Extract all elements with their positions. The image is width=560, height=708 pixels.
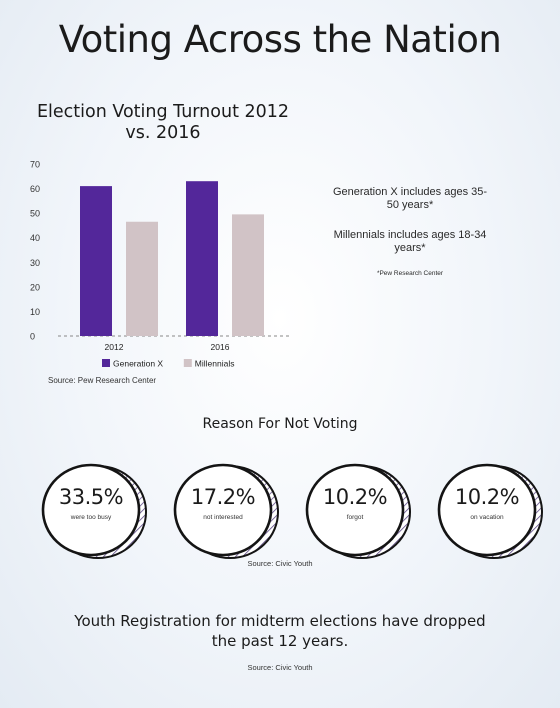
reason-circle: 17.2% not interested: [173, 463, 281, 561]
youth-registration-text: Youth Registration for midterm elections…: [74, 612, 486, 650]
legend-swatch: [183, 359, 192, 367]
bar-2012-millennials: [126, 221, 158, 336]
y-tick-label: 0: [30, 332, 35, 342]
y-tick-label: 30: [30, 258, 40, 268]
legend-swatch: [102, 359, 110, 367]
reasons-title: Reason For Not Voting: [202, 416, 358, 432]
reason-circle: 10.2% on vacation: [437, 463, 545, 561]
reason-label: forgot: [346, 514, 364, 521]
bar-2016-millennials: [232, 214, 264, 336]
reason-value: 33.5%: [58, 485, 124, 509]
reason-value: 10.2%: [454, 485, 520, 509]
legend-label: Millennials: [195, 359, 235, 369]
x-tick-label: 2012: [105, 342, 124, 352]
y-tick-label: 10: [30, 307, 40, 317]
chart-title: Election Voting Turnout 2012 vs. 2016: [36, 102, 290, 143]
bar-2016-generation-x: [186, 181, 218, 336]
reason-label: on vacation: [470, 514, 504, 521]
y-tick-label: 50: [30, 209, 40, 219]
x-tick-label: 2016: [211, 342, 230, 352]
reason-circle: 10.2% forgot: [305, 463, 413, 561]
page-title: Voting Across the Nation: [58, 18, 502, 61]
genx-note: Generation X includes ages 35-50 years*: [332, 186, 488, 211]
chart-source: Source: Pew Research Center: [48, 376, 157, 385]
reasons-source: Source: Civic Youth: [247, 559, 313, 568]
reason-label: not interested: [203, 514, 243, 521]
y-tick-label: 70: [30, 160, 40, 170]
notes-footnote: *Pew Research Center: [376, 270, 444, 277]
bar-chart: 0 10 20 30 40 50 60 70 2012 2016 Generation X Mille…: [30, 160, 292, 369]
reason-value: 17.2%: [190, 485, 256, 509]
hatched-circle-icon: [41, 463, 147, 559]
youth-source: Source: Civic Youth: [247, 663, 313, 672]
y-tick-label: 60: [30, 184, 40, 194]
hatched-circle-icon: [173, 463, 279, 559]
legend-label: Generation X: [113, 359, 163, 369]
reason-circle: 33.5% were too busy: [41, 463, 149, 561]
y-tick-label: 40: [30, 233, 40, 243]
hatched-circle-icon: [437, 463, 543, 559]
millennials-note: Millennials includes ages 18-34 years*: [333, 229, 487, 254]
bar-2012-generation-x: [80, 186, 112, 336]
hatched-circle-icon: [305, 463, 411, 559]
reason-value: 10.2%: [322, 485, 388, 509]
reason-label: were too busy: [70, 514, 112, 521]
y-tick-label: 20: [30, 282, 40, 292]
